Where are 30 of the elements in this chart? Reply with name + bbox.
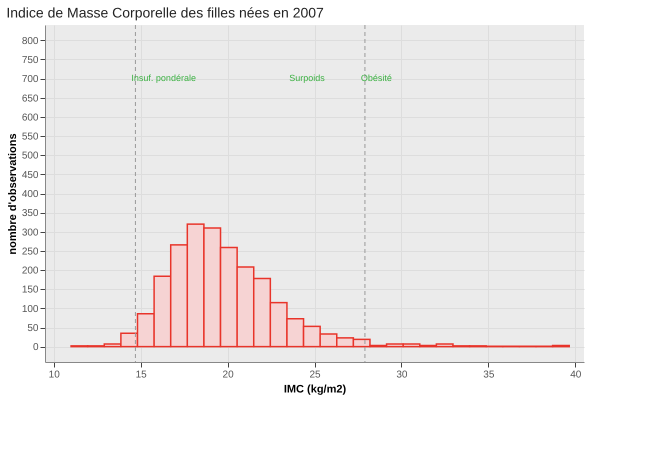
x-tick-label: 15 [136,370,148,380]
y-tick-label: 750 [22,54,39,66]
x-tick-label: 20 [222,370,234,380]
annotation: Surpoids [289,73,326,83]
x-tick-label: 35 [483,370,495,380]
ref-line-label: Obésité [360,73,392,83]
y-tick-label: 300 [22,227,39,238]
y-tick-label: 500 [22,150,39,162]
chart-title: Indice de Masse Corporelle des filles nées en 2007 [6,4,324,20]
x-tick-label: 10 [48,370,60,380]
y-tick-label: 350 [22,208,39,220]
y-tick-label: 50 [27,323,39,334]
x-tick-label: 30 [396,370,408,380]
y-tick-label: 600 [22,112,39,124]
y-axis-title: nombre d'observations [6,133,19,255]
y-tick-label: 400 [22,189,39,200]
y-tick-label: 100 [22,304,39,315]
y-tick-label: 450 [22,170,39,181]
y-tick-label: 800 [22,36,39,47]
y-tick-label: 650 [22,93,39,104]
ref-line-label: Insuf. pondérale [131,73,196,83]
y-tick-label: 150 [22,284,39,296]
y-tick-label: 700 [22,74,39,86]
y-tick-label: 250 [22,246,39,258]
x-tick-label: 25 [309,370,321,380]
y-tick-label: 550 [22,132,39,143]
x-axis-title: IMC (kg/m2) [284,384,346,396]
x-tick-label: 40 [570,370,582,380]
y-tick-label: 0 [32,342,39,354]
y-tick-label: 200 [22,266,39,277]
